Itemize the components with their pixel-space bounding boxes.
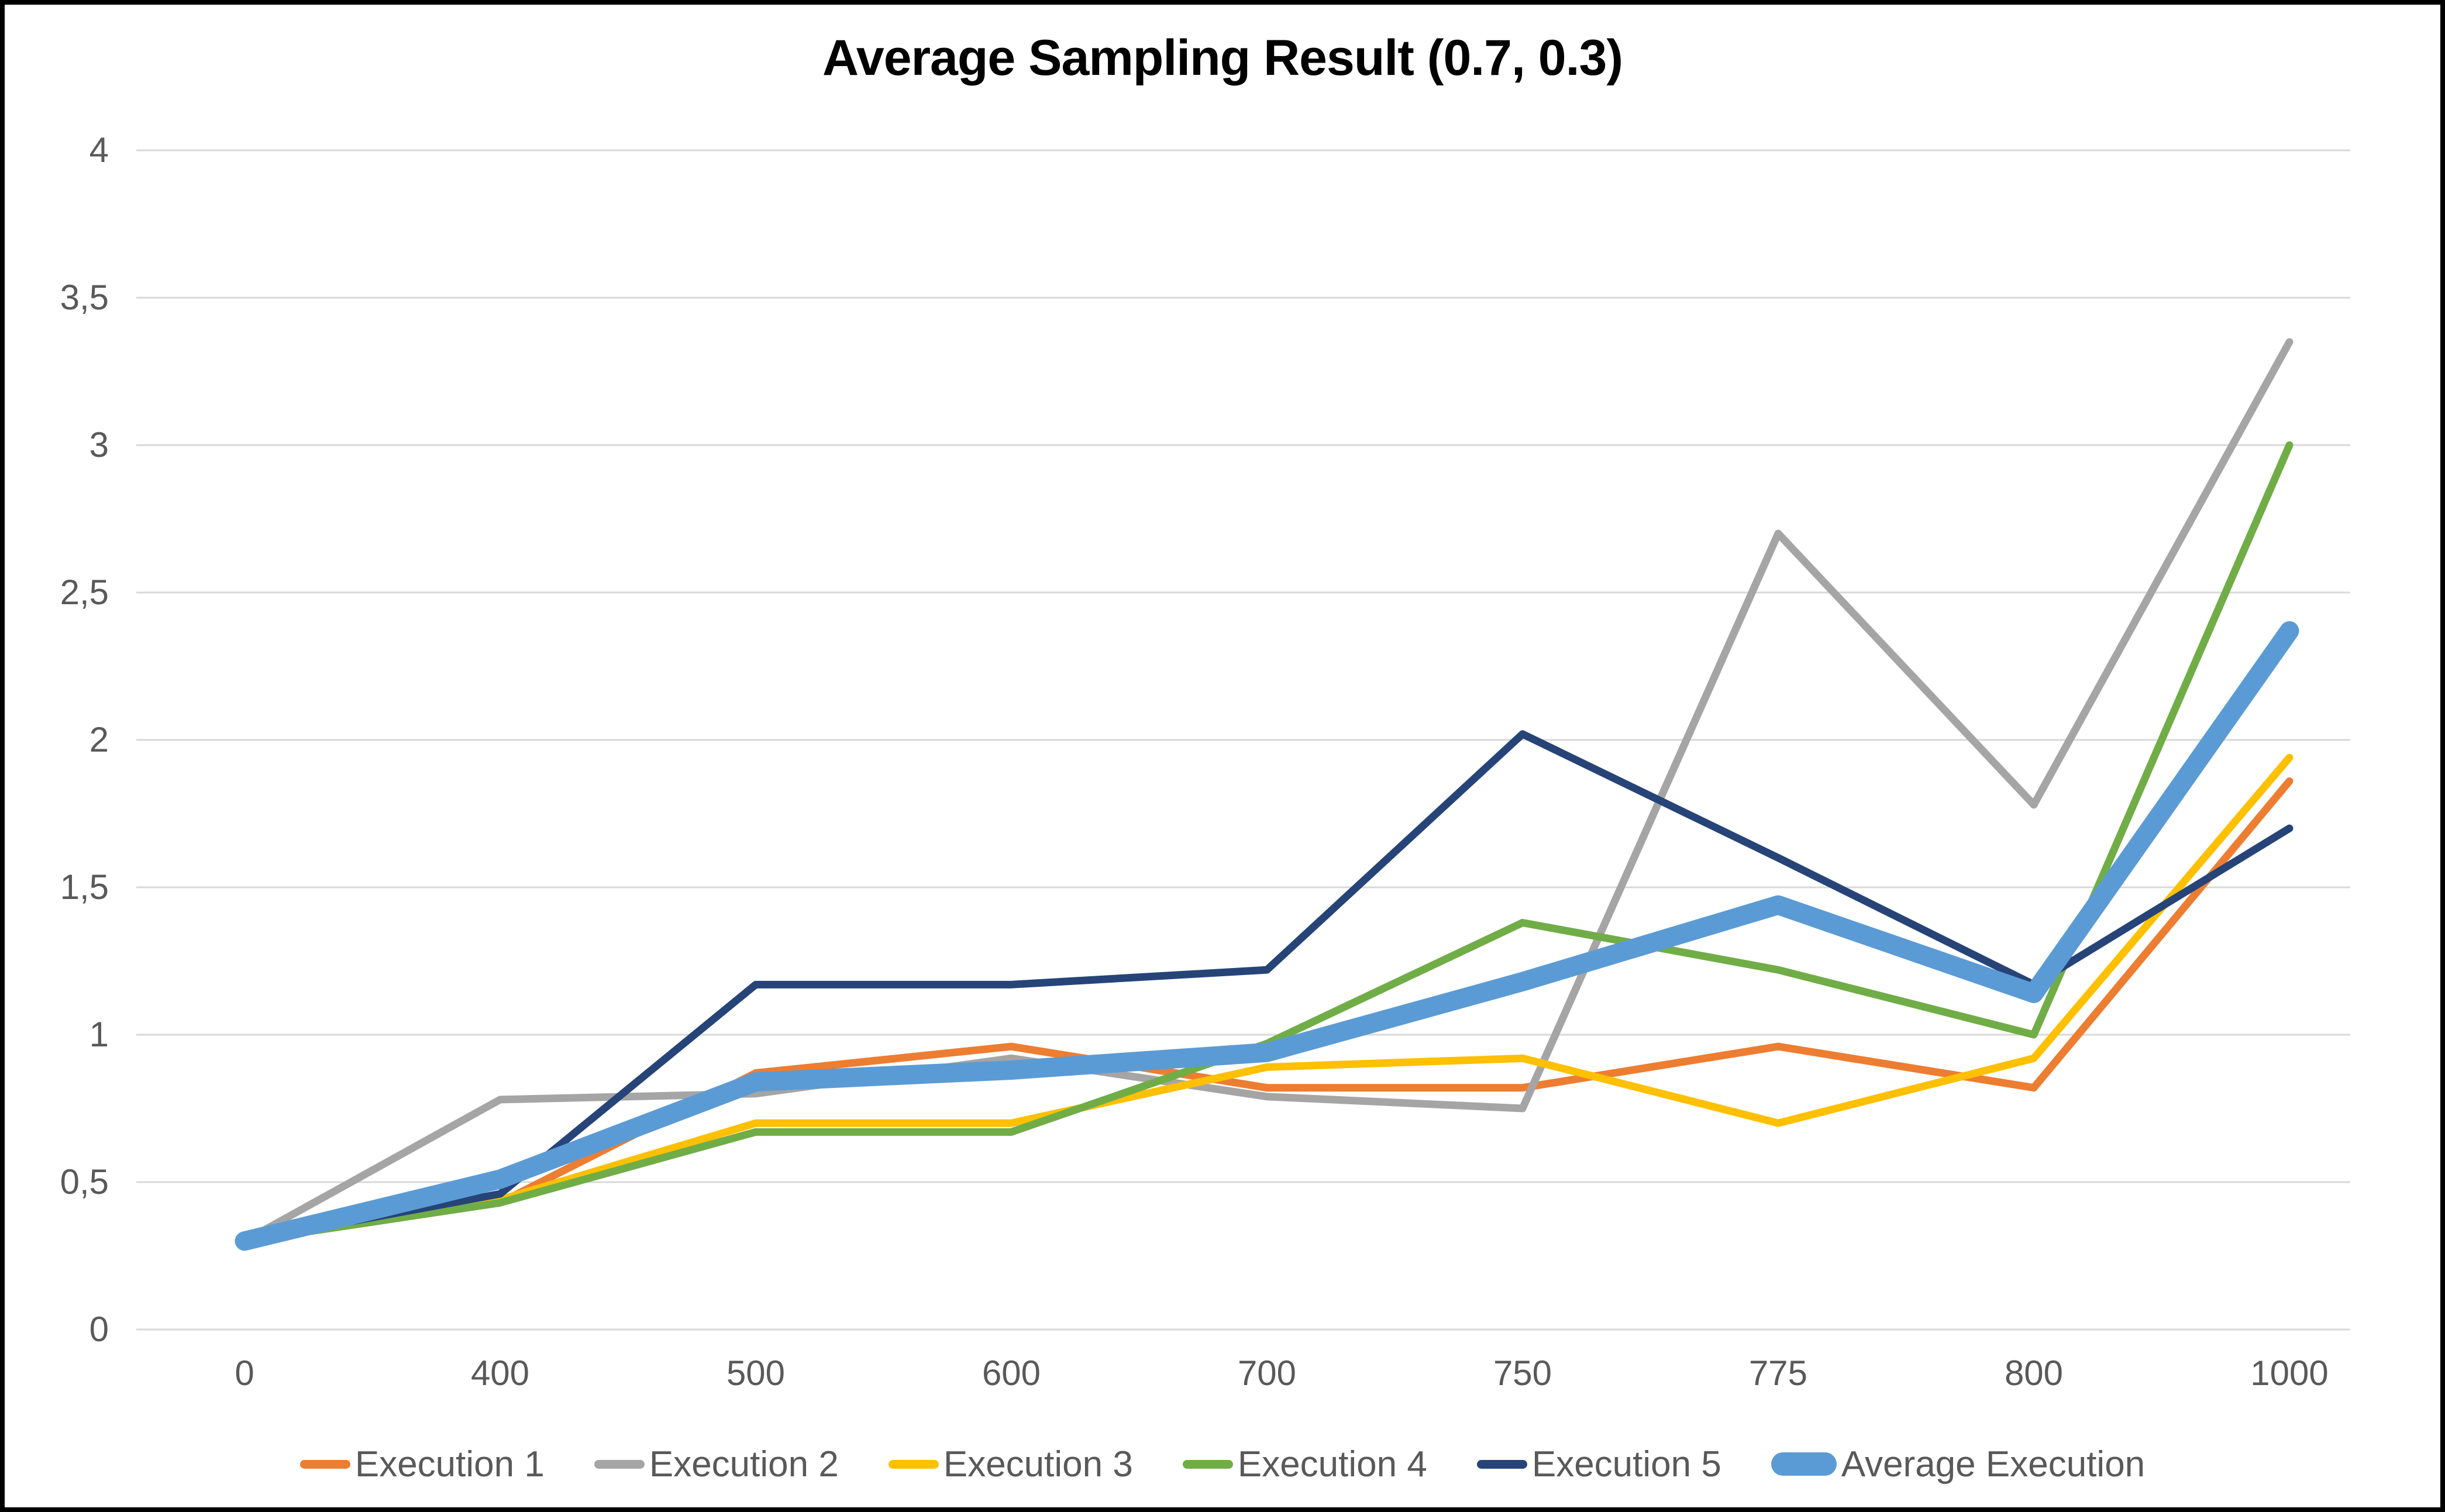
- legend-label: Execution 1: [354, 1444, 545, 1485]
- y-axis-tick-label: 2: [89, 720, 109, 759]
- x-axis-tick-label: 400: [470, 1353, 530, 1393]
- plot-area: [136, 149, 2350, 1331]
- x-axis-tick-label: 500: [726, 1353, 786, 1393]
- series-line-execution-3: [240, 753, 2294, 1245]
- legend-label: Average Execution: [1841, 1444, 2146, 1485]
- legend-item-execution-3: Execution 3: [888, 1444, 1133, 1485]
- legend-item-execution-5: Execution 5: [1476, 1444, 1721, 1485]
- legend-label: Execution 4: [1237, 1444, 1427, 1485]
- legend-item-execution-2: Execution 2: [594, 1444, 839, 1485]
- series-line-execution-4: [240, 441, 2294, 1245]
- x-axis-tick-label: 1000: [2250, 1353, 2329, 1393]
- legend-swatch-icon: [888, 1459, 939, 1469]
- y-axis-tick-label: 0,5: [60, 1162, 109, 1201]
- legend-item-execution-4: Execution 4: [1182, 1444, 1427, 1485]
- legend-swatch-icon: [1476, 1459, 1527, 1469]
- series-line-execution-5: [240, 730, 2294, 1245]
- y-axis-tick-label: 3,5: [60, 278, 109, 317]
- series-line-average-execution: [235, 621, 2299, 1251]
- legend-item-execution-1: Execution 1: [299, 1444, 545, 1485]
- x-axis-tick-label: 0: [235, 1353, 254, 1393]
- y-axis-tick-label: 0: [89, 1310, 109, 1349]
- y-axis-tick-label: 3: [89, 425, 109, 464]
- legend-item-average-execution: Average Execution: [1771, 1444, 2145, 1485]
- legend: Execution 1 Execution 2 Execution 3 Executi…: [5, 1429, 2440, 1499]
- x-axis-tick-label: 800: [2004, 1353, 2064, 1393]
- series-line-execution-2: [240, 338, 2294, 1245]
- legend-swatch-icon: [1182, 1459, 1233, 1469]
- x-axis-tick-label: 700: [1237, 1353, 1297, 1393]
- y-axis-tick-label: 1: [89, 1015, 109, 1054]
- y-axis-tick-label: 2,5: [60, 573, 109, 612]
- chart-title: Average Sampling Result (0.7, 0.3): [822, 30, 1623, 86]
- series-line-execution-1: [240, 777, 2294, 1245]
- legend-label: Execution 5: [1531, 1444, 1721, 1485]
- x-axis-tick-label: 600: [982, 1353, 1041, 1393]
- legend-label: Execution 3: [943, 1444, 1133, 1485]
- x-axis-tick-label: 750: [1493, 1353, 1552, 1393]
- y-axis-tick-label: 4: [89, 130, 109, 170]
- y-axis-tick-label: 1,5: [60, 867, 109, 907]
- legend-label: Execution 2: [649, 1444, 839, 1485]
- legend-swatch-icon: [1771, 1452, 1837, 1476]
- legend-swatch-icon: [299, 1459, 350, 1469]
- x-axis-tick-label: 775: [1748, 1353, 1808, 1393]
- legend-swatch-icon: [594, 1459, 645, 1469]
